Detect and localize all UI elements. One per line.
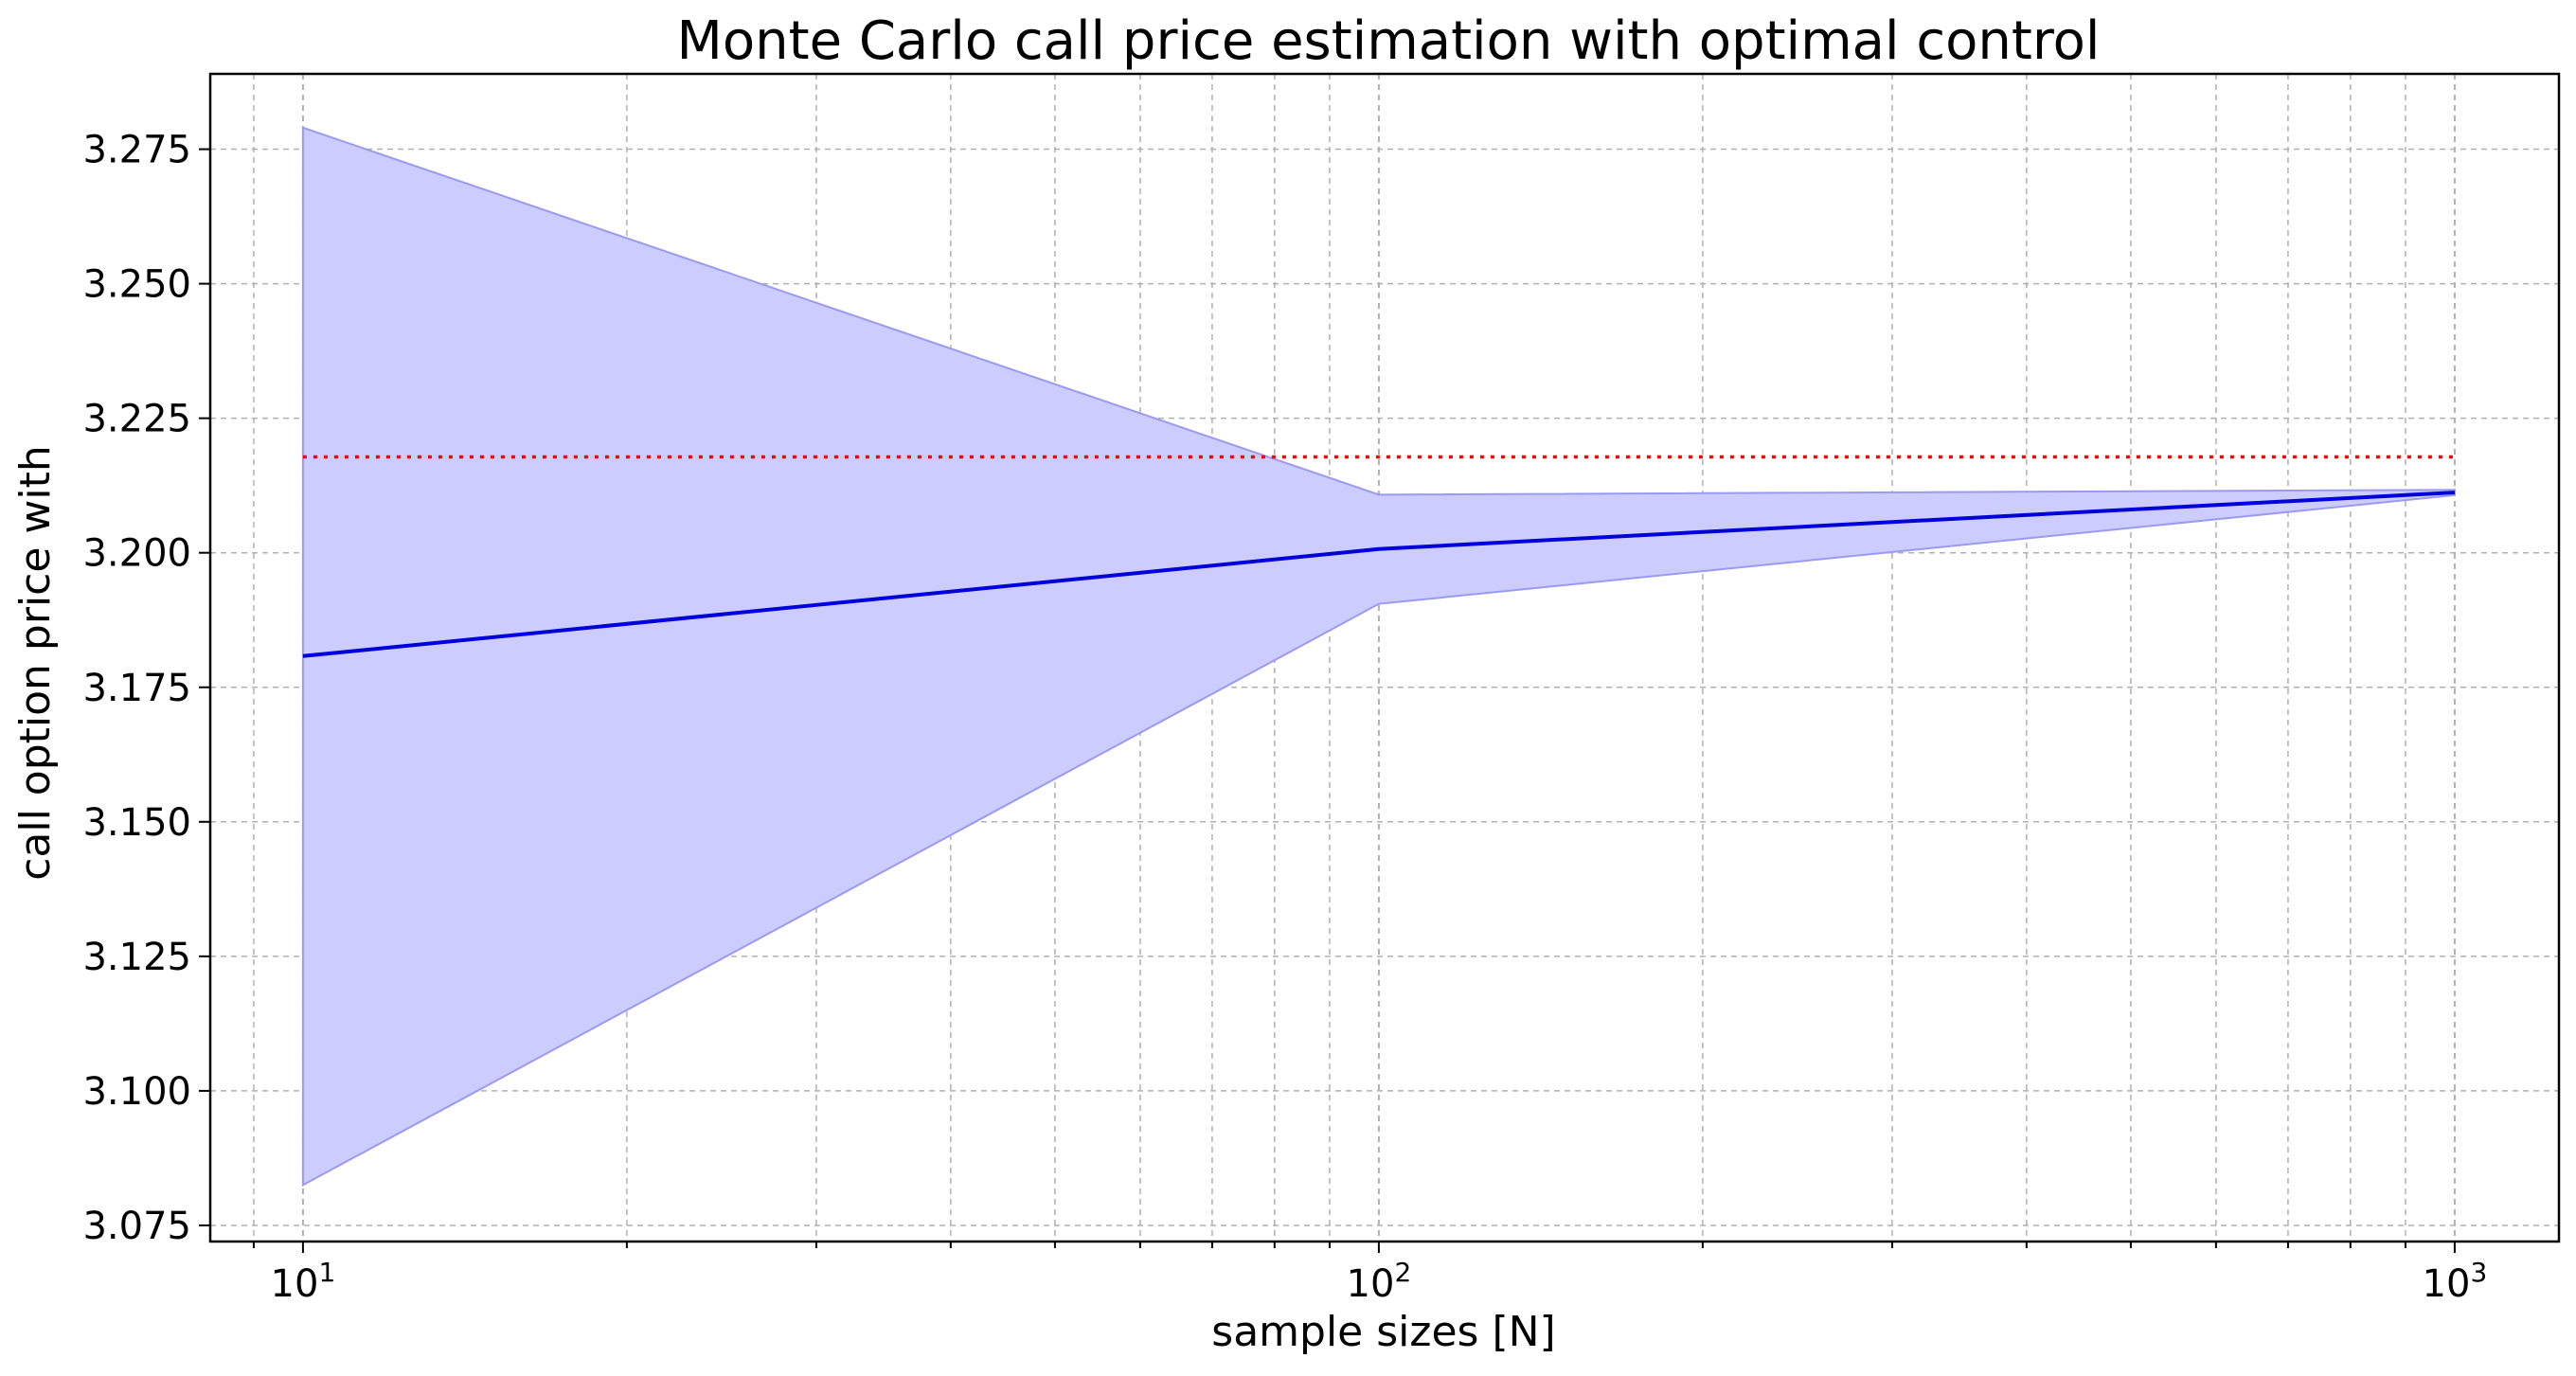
x-tick-label: 103: [2423, 1257, 2488, 1306]
chart-title: Monte Carlo call price estimation with o…: [677, 10, 2101, 72]
x-tick-label: 102: [1347, 1257, 1412, 1306]
y-tick-label: 3.175: [82, 667, 191, 710]
confidence-band: [301, 126, 2456, 1188]
axis-ticks: 3.075 3.100 3.125 3.150 3.175 3.200 3.225 3.250…: [82, 129, 2487, 1306]
series-group: [302, 491, 2456, 658]
y-tick-label: 3.100: [82, 1070, 191, 1114]
estimate-line: [302, 491, 2456, 658]
y-axis-label: call option price with: [11, 445, 60, 881]
y-tick-label: 3.075: [82, 1205, 191, 1248]
y-tick-label: 3.125: [82, 936, 191, 979]
plot-area-frame: [208, 72, 2561, 1243]
x-axis-label: sample sizes [N]: [1211, 1308, 1555, 1356]
y-tick-label: 3.225: [82, 398, 191, 441]
y-tick-label: 3.200: [82, 532, 191, 576]
y-tick-label: 3.250: [82, 263, 191, 307]
y-tick-label: 3.275: [82, 129, 191, 172]
confidence-band-group: [301, 126, 2456, 1188]
x-tick-label: 101: [271, 1257, 336, 1306]
y-tick-label: 3.150: [82, 801, 191, 845]
